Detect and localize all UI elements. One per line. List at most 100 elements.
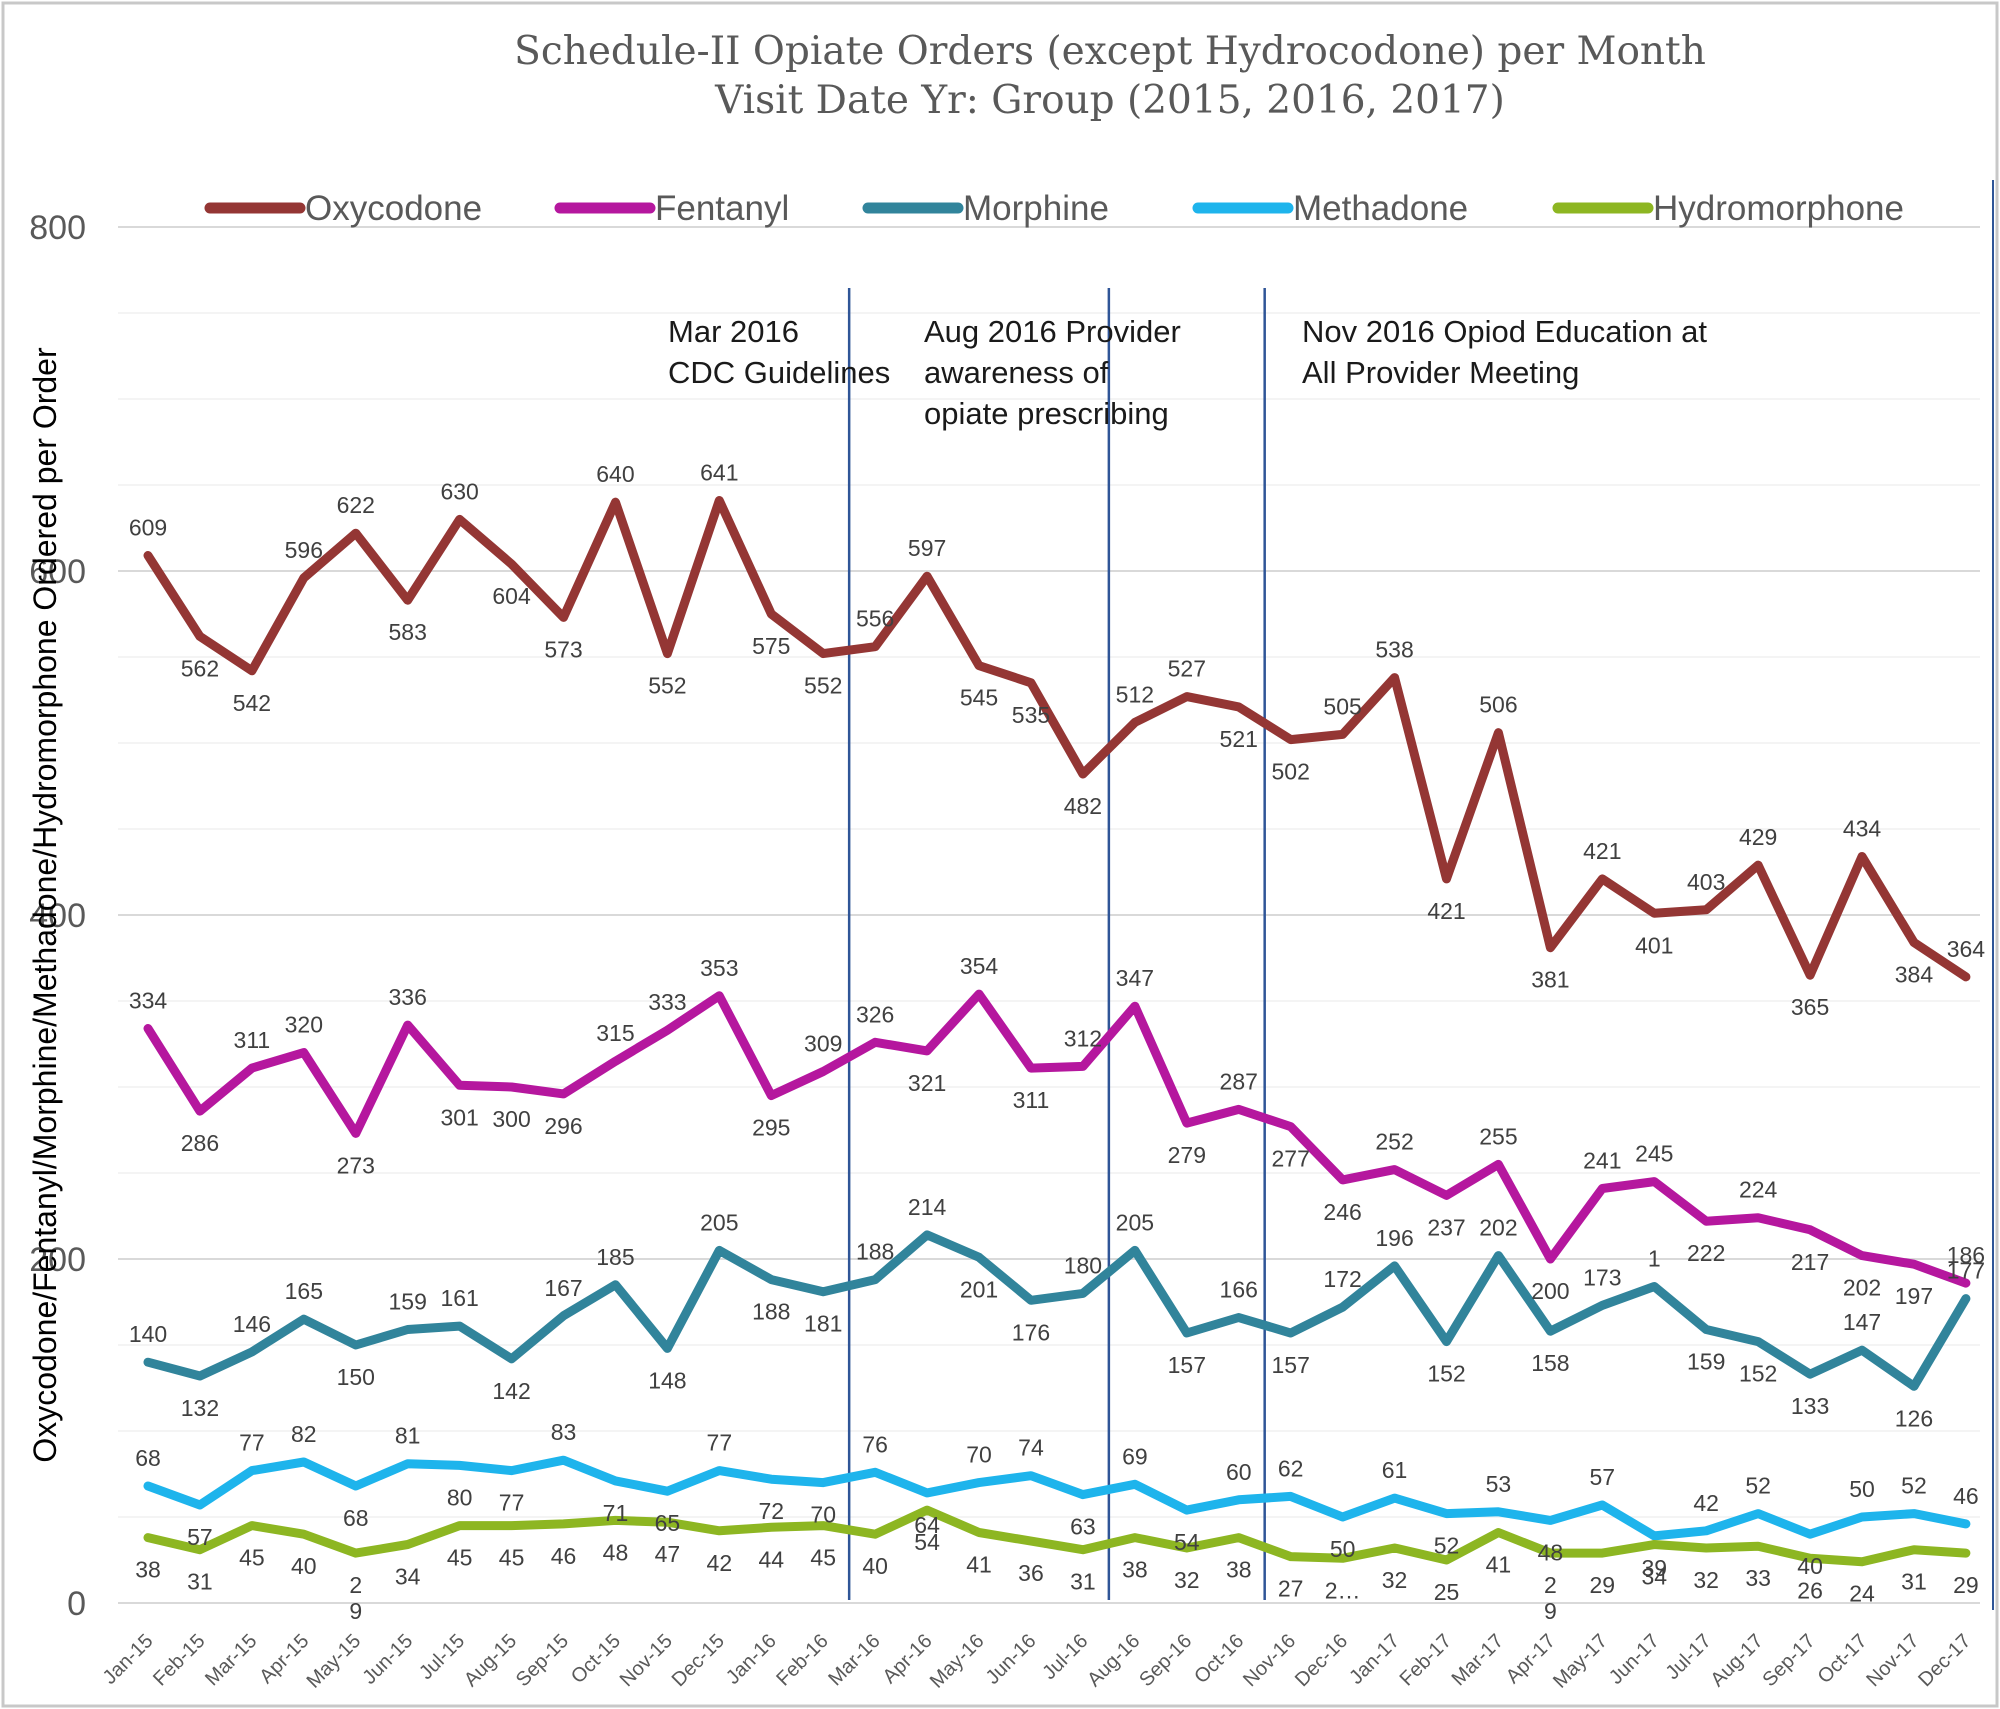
data-label: 72 — [758, 1498, 784, 1524]
data-label: 365 — [1791, 994, 1829, 1020]
data-label: 52 — [1901, 1473, 1927, 1499]
data-label: 39 — [1641, 1555, 1667, 1581]
data-label: 38 — [135, 1557, 161, 1583]
data-label: 159 — [389, 1289, 427, 1315]
data-label: 640 — [596, 461, 634, 487]
data-label: 2 — [1544, 1572, 1557, 1598]
data-label: 312 — [1064, 1025, 1102, 1051]
data-label: 166 — [1220, 1276, 1258, 1302]
data-label: 70 — [810, 1502, 836, 1528]
annotation-text: Aug 2016 Provider — [924, 314, 1181, 349]
legend-label: Methadone — [1293, 189, 1468, 228]
data-label: 542 — [233, 690, 271, 716]
data-label: 32 — [1174, 1567, 1200, 1593]
data-label: 505 — [1323, 693, 1361, 719]
data-label: 222 — [1687, 1240, 1725, 1266]
data-label: 301 — [440, 1104, 478, 1130]
data-label: 69 — [1122, 1443, 1148, 1469]
data-label: 62 — [1278, 1455, 1304, 1481]
data-label: 68 — [343, 1505, 369, 1531]
data-label: 50 — [1330, 1536, 1356, 1562]
data-label: 65 — [655, 1510, 681, 1536]
data-label: 381 — [1531, 967, 1569, 993]
data-label: 45 — [239, 1545, 265, 1571]
data-label: 52 — [1434, 1533, 1460, 1559]
data-label: 165 — [285, 1278, 323, 1304]
data-label: 641 — [700, 459, 738, 485]
data-label: 25 — [1434, 1579, 1460, 1605]
legend-label: Hydromorphone — [1653, 189, 1904, 228]
data-label: 172 — [1323, 1266, 1361, 1292]
data-label: 77 — [239, 1430, 265, 1456]
data-label: 196 — [1375, 1225, 1413, 1251]
data-label: 41 — [1486, 1551, 1512, 1577]
data-label: 9 — [1544, 1598, 1557, 1624]
legend: Oxycodone Fentanyl Morphine Methadone Hydrom… — [204, 189, 1904, 228]
data-label: 24 — [1849, 1581, 1875, 1607]
data-label: 434 — [1843, 816, 1882, 842]
data-label: 40 — [1797, 1553, 1823, 1579]
data-label: 573 — [544, 636, 582, 662]
data-label: 9 — [349, 1598, 362, 1624]
y-tick-label: 800 — [29, 209, 86, 247]
data-label: 287 — [1220, 1068, 1258, 1094]
data-label: 286 — [181, 1130, 219, 1156]
data-label: 42 — [1693, 1490, 1719, 1516]
data-label: 181 — [804, 1311, 842, 1337]
data-label: 83 — [551, 1419, 577, 1445]
data-label: 353 — [700, 955, 738, 981]
data-label: 29 — [1953, 1572, 1979, 1598]
data-label: 147 — [1843, 1309, 1881, 1335]
data-label: 167 — [544, 1275, 582, 1301]
data-label: 173 — [1583, 1264, 1621, 1290]
data-label: 252 — [1375, 1129, 1413, 1155]
data-label: 403 — [1687, 869, 1725, 895]
data-label: 47 — [655, 1541, 681, 1567]
data-label: 217 — [1791, 1249, 1829, 1275]
series-line — [143, 1455, 1971, 1541]
data-label: 2 — [349, 1572, 362, 1598]
data-label: 214 — [908, 1194, 947, 1220]
data-label: 41 — [966, 1551, 992, 1577]
y-tick-label: 400 — [29, 897, 86, 935]
data-label: 596 — [285, 537, 323, 563]
data-label: 46 — [1953, 1483, 1979, 1509]
data-label: 146 — [233, 1311, 271, 1337]
data-label: 482 — [1064, 793, 1102, 819]
data-label: 38 — [1122, 1557, 1148, 1583]
data-label: 68 — [135, 1445, 161, 1471]
annotation-text: CDC Guidelines — [668, 355, 890, 390]
data-label: 77 — [499, 1490, 525, 1516]
data-label: 40 — [862, 1553, 888, 1579]
series-line — [143, 1505, 1971, 1567]
data-label: 54 — [914, 1529, 940, 1555]
data-label: 48 — [1538, 1539, 1564, 1565]
data-label: 82 — [291, 1421, 317, 1447]
data-label: 26 — [1797, 1577, 1823, 1603]
data-label: 54 — [1174, 1529, 1200, 1555]
annotation-text: Nov 2016 Opiod Education at — [1302, 314, 1707, 349]
data-label: 200 — [1531, 1278, 1569, 1304]
data-label: 40 — [291, 1553, 317, 1579]
data-label: 575 — [752, 633, 790, 659]
data-label: 622 — [337, 492, 375, 518]
legend-label: Oxycodone — [305, 189, 482, 228]
data-label: 205 — [1116, 1209, 1154, 1235]
data-label: 34 — [395, 1564, 421, 1590]
data-labels: 6095625425966225836306045736405526415755… — [129, 459, 1985, 1624]
data-label: 202 — [1843, 1275, 1881, 1301]
data-label: 246 — [1323, 1199, 1361, 1225]
data-label: 521 — [1220, 726, 1258, 752]
legend-label: Morphine — [963, 189, 1109, 228]
data-label: 279 — [1168, 1142, 1206, 1168]
y-axis-label: Oxycodone/Fentanyl/Morphine/Methadone/Hy… — [27, 347, 63, 1463]
data-label: 201 — [960, 1276, 998, 1302]
data-label: 421 — [1583, 838, 1621, 864]
data-label: 354 — [960, 953, 999, 979]
data-label: 1 — [1648, 1246, 1661, 1272]
data-label: 245 — [1635, 1141, 1673, 1167]
data-label: 46 — [551, 1543, 577, 1569]
data-label: 80 — [447, 1484, 473, 1510]
data-label: 29 — [1590, 1572, 1616, 1598]
data-label: 326 — [856, 1001, 894, 1027]
